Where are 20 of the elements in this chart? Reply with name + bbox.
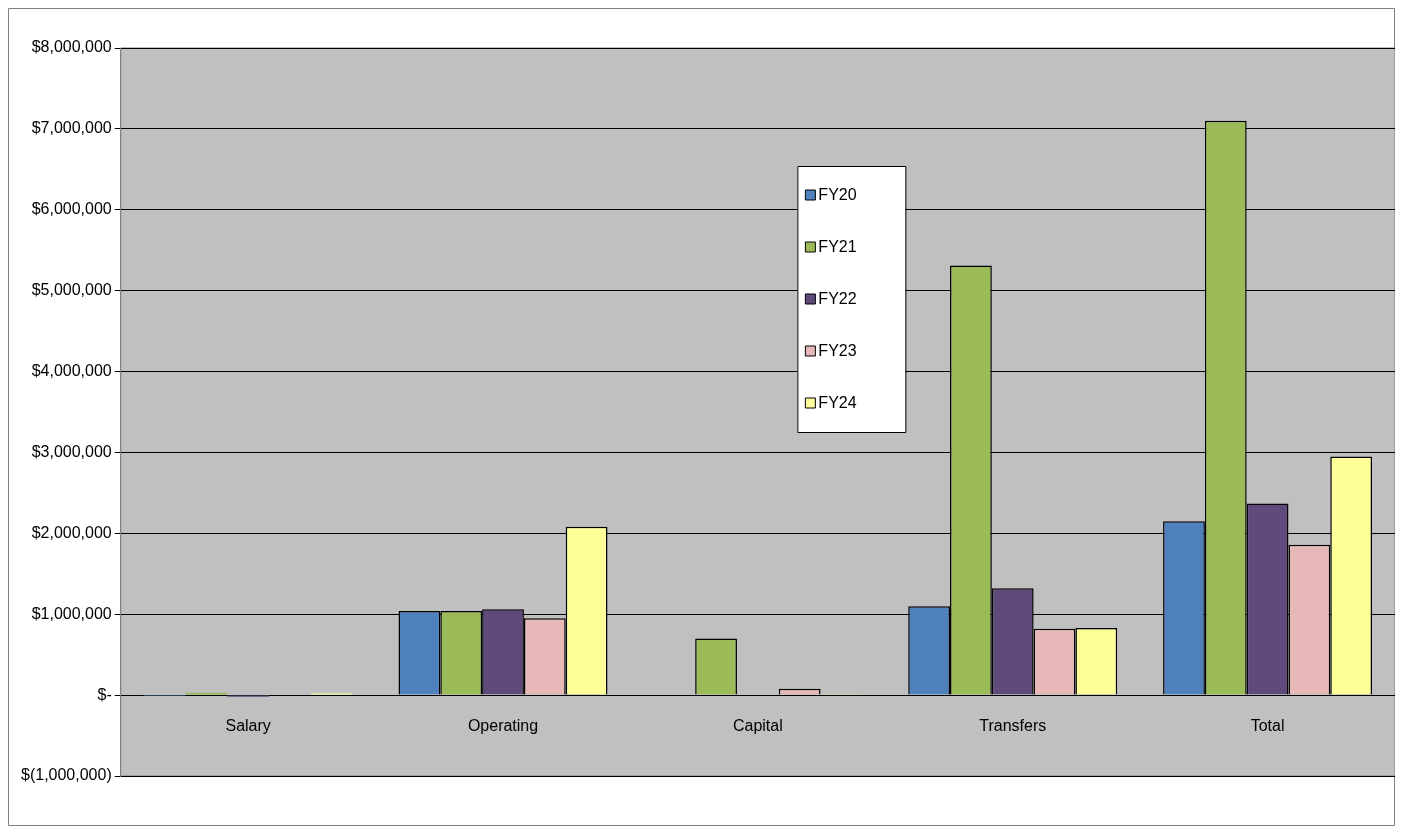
x-tick-label: Total [1250, 717, 1285, 735]
y-tick-label: $3,000,000 [31, 442, 112, 460]
legend-label: FY24 [818, 394, 857, 412]
x-tick-label: Transfers [979, 717, 1047, 735]
y-tick-label: $7,000,000 [31, 119, 112, 137]
y-tick-label: $1,000,000 [31, 604, 112, 622]
x-tick-label: Capital [732, 717, 783, 735]
legend-label: FY21 [818, 238, 857, 256]
y-tick-label: $2,000,000 [31, 523, 112, 541]
y-tick-label: $8,000,000 [31, 38, 112, 56]
x-tick-label: Operating [467, 717, 539, 735]
y-tick-label: $(1,000,000) [21, 766, 112, 784]
legend-label: FY22 [818, 290, 857, 308]
y-tick-label: $5,000,000 [31, 281, 112, 299]
y-tick-label: $4,000,000 [31, 361, 112, 379]
legend-label: FY20 [818, 186, 857, 204]
y-tick-label: $- [97, 685, 112, 703]
x-tick-label: Salary [225, 717, 271, 735]
legend-label: FY23 [818, 342, 857, 360]
y-tick-label: $6,000,000 [31, 200, 112, 218]
